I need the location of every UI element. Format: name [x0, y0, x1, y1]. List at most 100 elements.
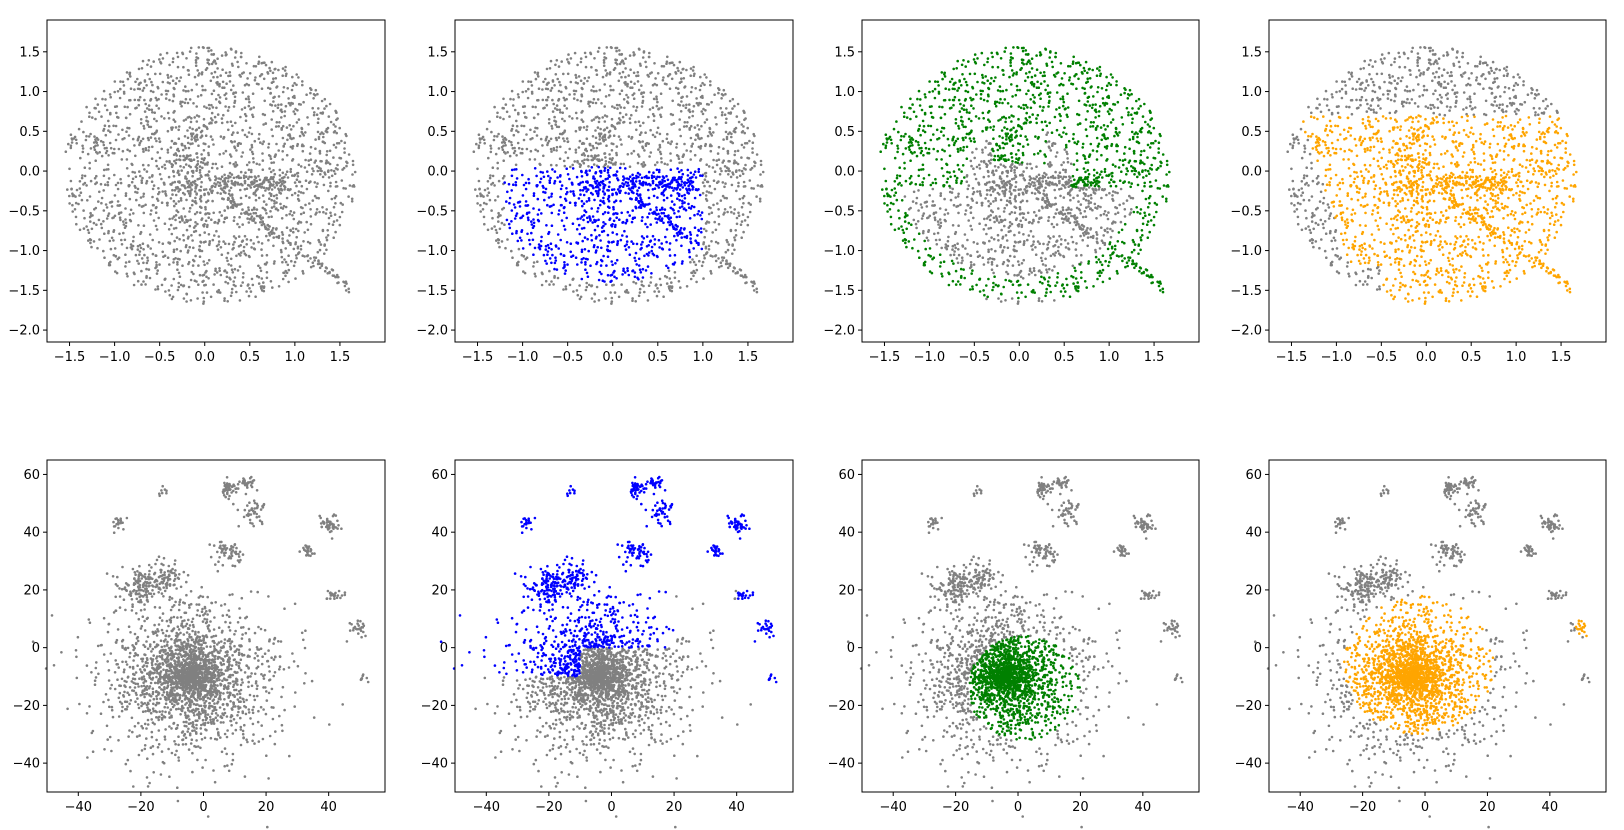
point — [147, 145, 151, 149]
point — [190, 138, 193, 141]
point — [110, 200, 114, 204]
point — [182, 284, 186, 287]
point — [275, 142, 278, 146]
point — [1008, 254, 1012, 258]
point — [999, 244, 1003, 247]
point — [669, 142, 672, 146]
point — [676, 87, 680, 90]
point — [179, 76, 183, 79]
point — [154, 159, 158, 163]
point-highlight — [563, 261, 566, 264]
point — [164, 97, 168, 100]
point-highlight — [647, 244, 650, 247]
point — [990, 236, 993, 239]
point — [260, 182, 263, 186]
point — [308, 241, 312, 245]
point — [227, 128, 230, 132]
point — [273, 260, 276, 263]
point — [89, 211, 92, 215]
point — [486, 180, 490, 183]
point — [267, 232, 271, 235]
point-highlight — [586, 275, 590, 279]
point-highlight — [683, 193, 686, 197]
point — [1084, 198, 1088, 202]
point — [203, 231, 206, 234]
point — [999, 300, 1003, 303]
point — [198, 273, 202, 277]
point — [661, 78, 665, 82]
point — [574, 151, 578, 154]
point — [512, 98, 515, 101]
point — [94, 117, 97, 121]
point — [78, 228, 82, 232]
point-highlight — [646, 225, 649, 229]
point — [144, 102, 147, 106]
point — [154, 137, 157, 140]
point-highlight — [667, 218, 671, 221]
point — [208, 178, 212, 182]
point — [182, 65, 185, 69]
point — [177, 137, 181, 140]
point — [144, 283, 147, 286]
point — [972, 216, 975, 220]
point — [313, 194, 317, 198]
point — [168, 241, 172, 245]
point — [610, 149, 614, 152]
point — [272, 96, 275, 99]
point — [299, 165, 303, 168]
point — [335, 219, 339, 222]
point — [335, 131, 339, 135]
point — [988, 189, 991, 192]
point — [270, 188, 274, 191]
point-highlight — [597, 218, 600, 222]
point — [634, 120, 637, 124]
point — [725, 260, 728, 263]
point — [270, 104, 274, 107]
point — [512, 133, 516, 137]
point — [166, 73, 169, 77]
point-highlight — [550, 224, 554, 227]
point — [134, 186, 137, 189]
point-highlight — [655, 254, 659, 258]
point-highlight — [649, 208, 652, 211]
point — [260, 277, 264, 280]
point — [559, 111, 562, 114]
point — [309, 265, 313, 269]
point — [315, 165, 319, 168]
point — [113, 90, 116, 94]
point — [695, 101, 699, 105]
point — [548, 67, 552, 70]
point — [86, 228, 90, 232]
point — [1087, 194, 1090, 198]
point — [315, 185, 318, 189]
point-highlight — [689, 207, 693, 210]
point — [579, 57, 583, 60]
point-highlight — [675, 228, 678, 231]
point — [202, 142, 205, 145]
point-highlight — [636, 276, 639, 280]
point-highlight — [591, 215, 595, 218]
point — [245, 82, 248, 86]
point — [614, 161, 617, 164]
point — [640, 162, 643, 166]
point — [1000, 228, 1003, 232]
point — [75, 222, 78, 226]
point — [685, 95, 689, 98]
point — [199, 185, 203, 189]
point-highlight — [615, 170, 619, 173]
point — [123, 226, 127, 229]
point — [318, 150, 322, 153]
point — [600, 102, 603, 105]
point — [579, 99, 583, 103]
point — [343, 141, 347, 144]
point — [956, 242, 959, 245]
point — [160, 115, 163, 118]
point — [196, 177, 199, 181]
point — [89, 220, 92, 223]
point — [309, 91, 312, 95]
point — [1046, 162, 1050, 166]
point-highlight — [521, 194, 525, 197]
point — [171, 79, 175, 82]
point-highlight — [650, 176, 654, 180]
point — [665, 137, 669, 141]
